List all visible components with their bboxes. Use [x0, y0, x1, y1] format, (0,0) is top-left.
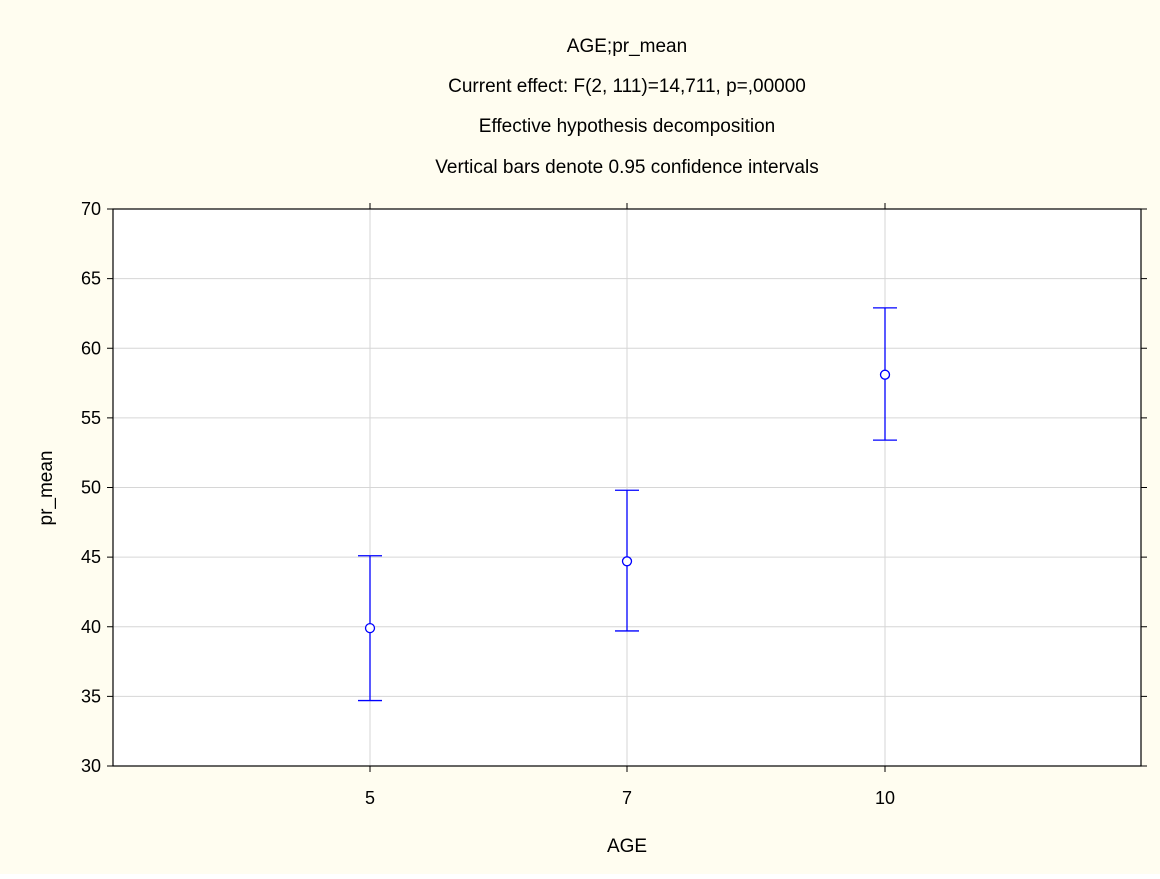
y-axis-label: pr_mean — [36, 451, 57, 526]
x-tick-label: 7 — [622, 788, 632, 808]
y-tick-label: 70 — [81, 199, 101, 219]
x-axis-label: AGE — [607, 836, 647, 857]
chart-subtitle-ci-note: Vertical bars denote 0.95 confidence int… — [435, 157, 818, 178]
y-tick-label: 45 — [81, 547, 101, 567]
mean-point-5 — [364, 622, 376, 634]
chart-title-block: AGE;pr_mean Current effect: F(2, 111)=14… — [435, 36, 818, 178]
chart-title: AGE;pr_mean — [567, 36, 687, 57]
x-tick-label: 5 — [365, 788, 375, 808]
chart-subtitle-effect: Current effect: F(2, 111)=14,711, p=,000… — [448, 76, 806, 97]
y-tick-label: 60 — [81, 338, 101, 358]
y-tick-label: 35 — [81, 686, 101, 706]
y-tick-label: 30 — [81, 756, 101, 776]
mean-point-7 — [621, 556, 633, 567]
y-tick-label: 40 — [81, 617, 101, 637]
data-marks — [358, 307, 897, 702]
mean-point-10 — [879, 369, 891, 380]
y-tick-label: 55 — [81, 408, 101, 428]
y-tick-label: 50 — [81, 478, 101, 498]
chart-subtitle-decomposition: Effective hypothesis decomposition — [479, 116, 775, 137]
y-tick-label: 65 — [81, 269, 101, 289]
x-tick-label: 10 — [875, 788, 895, 808]
y-axis-ticks: 30 35 40 45 50 55 60 65 70 — [81, 199, 1147, 776]
x-axis-ticks: 5 7 10 — [365, 203, 895, 808]
